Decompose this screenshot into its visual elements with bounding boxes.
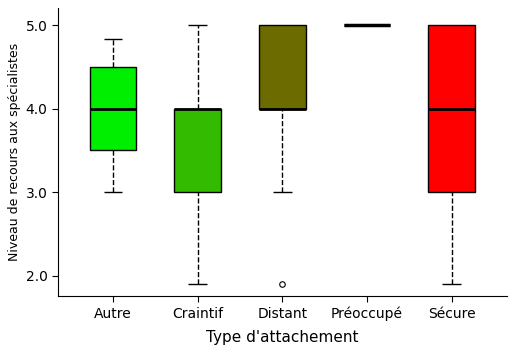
Bar xyxy=(90,67,136,150)
X-axis label: Type d'attachement: Type d'attachement xyxy=(206,330,358,345)
Bar xyxy=(428,25,475,192)
Bar xyxy=(259,25,305,108)
Bar xyxy=(174,108,221,192)
Y-axis label: Niveau de recours aux spécialistes: Niveau de recours aux spécialistes xyxy=(8,43,21,262)
